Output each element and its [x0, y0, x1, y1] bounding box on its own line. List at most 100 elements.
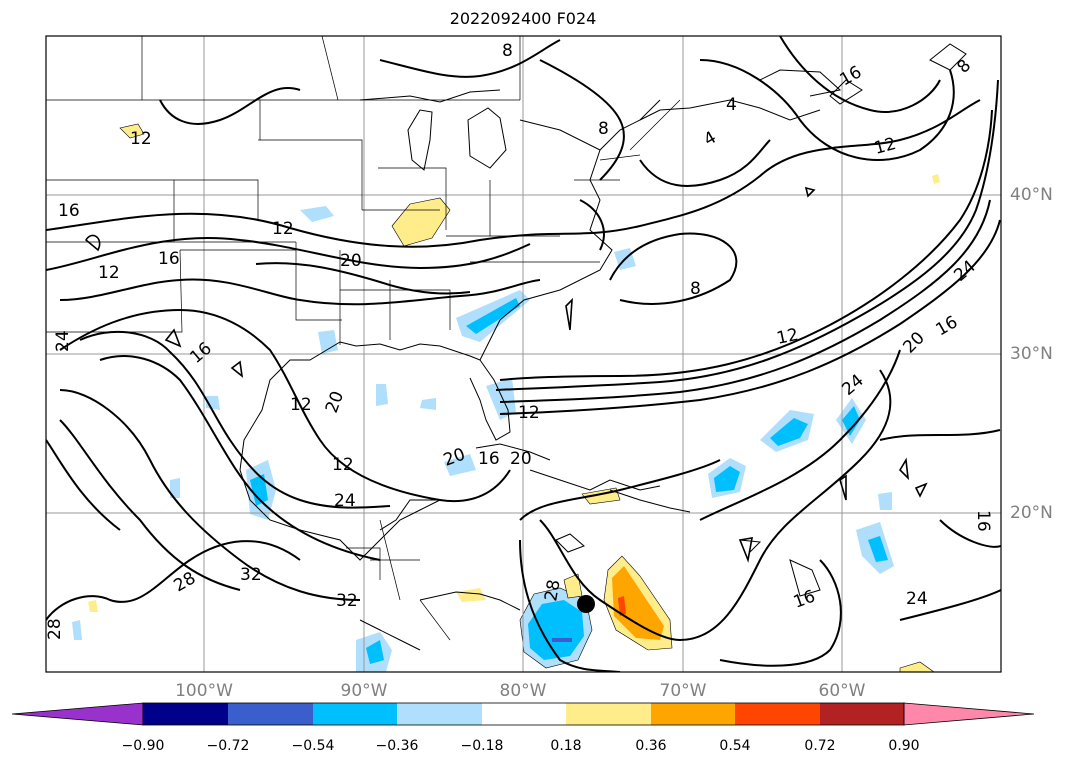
contour-label: 4 [701, 128, 720, 151]
lightblue-patch [170, 478, 180, 498]
lon-label: 100°W [175, 681, 233, 701]
contour-label: 16 [58, 201, 80, 221]
contour-label: 4 [726, 95, 737, 115]
contour-label: 8 [598, 119, 609, 139]
political-boundaries [46, 36, 681, 641]
colorbar-tick-label: −0.54 [291, 738, 335, 754]
contour-label: 12 [272, 219, 294, 239]
lat-label: 30°N [1010, 344, 1053, 364]
yellow-patch [119, 123, 145, 139]
contour-label: 24 [906, 589, 928, 609]
colorbar-tick-label: 0.72 [804, 738, 836, 754]
colorbar-bin [566, 703, 651, 725]
contour-label: 12 [775, 325, 800, 349]
contour-lines [46, 36, 1001, 672]
colorbar-bin [143, 703, 228, 725]
blue-patch [366, 640, 384, 664]
small-contours [84, 186, 928, 563]
map-content: 8 16 4 12 8 4 12 16 12 20 12 16 8 8 12 1… [45, 36, 1001, 672]
blue-patch [528, 600, 584, 660]
colorbar-tick-label: −0.72 [206, 738, 250, 754]
colorbar-bin [313, 703, 397, 725]
yellow-patch [932, 174, 940, 184]
blue-patch [714, 466, 740, 492]
lightblue-patch [72, 620, 82, 640]
colorbar-outline [142, 702, 905, 726]
colorbar-extend-min [11, 702, 144, 726]
lat-label: 40°N [1010, 185, 1053, 205]
contour-label: 16 [158, 249, 180, 269]
lightblue-patch [376, 384, 388, 406]
lon-label: 60°W [818, 681, 866, 701]
contour-label: 12 [98, 263, 120, 283]
contour-label: 20 [510, 449, 532, 469]
map-title: 2022092400 F024 [449, 9, 597, 28]
graticule [46, 36, 1001, 672]
blue-patch [770, 418, 808, 446]
contour-label-group: 8 16 4 12 8 4 12 16 12 20 12 16 8 8 12 1… [45, 41, 993, 640]
colorbar-tick-label: 0.18 [550, 738, 582, 754]
contour-label: 8 [953, 56, 975, 78]
storm-center-dot [577, 595, 595, 613]
colorbar [11, 702, 1035, 726]
red-patch [618, 596, 626, 616]
lightblue-patch [318, 330, 338, 354]
colorbar-tick-label: −0.18 [460, 738, 504, 754]
yellow-patch [88, 600, 98, 612]
yellow-patch [456, 588, 486, 602]
yellow-patch [899, 661, 935, 672]
contour-label: 20 [899, 328, 928, 357]
contour-label: 24 [53, 330, 73, 352]
lightblue-patch [444, 454, 476, 476]
shaded-field [72, 123, 940, 672]
colorbar-bin [735, 703, 820, 725]
blue-patch [868, 536, 888, 562]
contour-label: 16 [478, 449, 500, 469]
contour-label: 24 [838, 371, 867, 400]
lightblue-patch [420, 398, 436, 410]
contour-label: 12 [130, 129, 152, 149]
colorbar-bin [651, 703, 735, 725]
colorbar-bin [228, 703, 313, 725]
blue-patch [250, 474, 268, 506]
orange-patch [612, 566, 664, 640]
contour-label: 12 [332, 455, 354, 475]
blue-patch [842, 406, 860, 436]
contour-label: 8 [690, 279, 701, 299]
lon-label: 70°W [659, 681, 707, 701]
lat-label: 20°N [1010, 503, 1053, 523]
contour-label: 8 [502, 41, 513, 61]
lightblue-patch [878, 492, 892, 510]
map-frame [45, 35, 1002, 673]
colorbar-tick-label: 0.36 [635, 738, 667, 754]
contour-label: 32 [336, 591, 358, 611]
contour-label: 24 [334, 491, 356, 511]
contour-label: 16 [837, 62, 866, 90]
contour-label: 12 [290, 395, 312, 415]
lon-label: 90°W [340, 681, 388, 701]
colorbar-bin [482, 703, 566, 725]
contour-label: 32 [240, 565, 262, 585]
colorbar-tick-label: −0.36 [375, 738, 419, 754]
contour-label: 16 [933, 312, 962, 340]
colorbar-bin [820, 703, 904, 725]
contour-label: 16 [973, 510, 993, 532]
colorbar-extend-max [903, 702, 1035, 726]
lon-label: 80°W [499, 681, 547, 701]
blue-patch [466, 298, 520, 334]
contour-label: 16 [791, 587, 818, 613]
contour-label: 28 [541, 578, 564, 603]
contour-label: 24 [950, 257, 979, 286]
colorbar-tick-label: 0.90 [888, 738, 920, 754]
contour-label: 20 [322, 389, 348, 416]
colorbar-tick-label: 0.54 [719, 738, 751, 754]
lightblue-patch [300, 206, 334, 222]
contour-label: 12 [872, 134, 898, 159]
darkblue-patch [552, 638, 572, 642]
yellow-patch [391, 197, 451, 247]
contour-label: 20 [340, 251, 362, 271]
colorbar-bin [397, 703, 482, 725]
contour-label: 28 [45, 618, 65, 640]
colorbar-tick-label: −0.90 [121, 738, 165, 754]
